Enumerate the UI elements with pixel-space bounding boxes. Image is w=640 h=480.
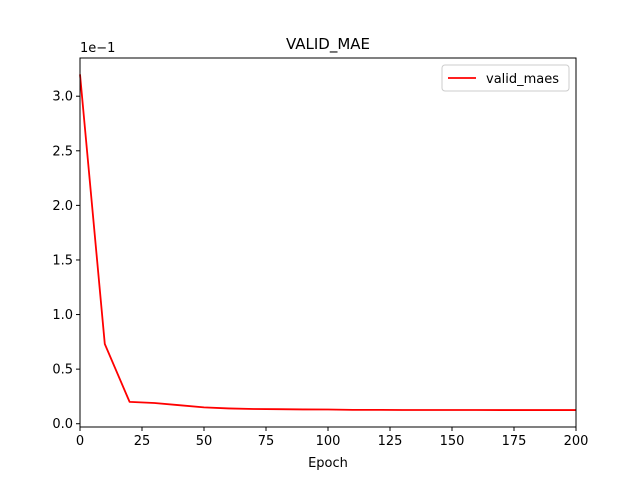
y-tick-label: 0.0 [52, 417, 73, 432]
series-line-valid_maes [79, 74, 576, 411]
x-tick-label: 175 [502, 434, 527, 449]
plot-area [80, 58, 576, 427]
y-tick-label: 1.0 [52, 308, 73, 323]
x-tick-label: 50 [196, 434, 213, 449]
series-layer [79, 74, 576, 411]
y-tick-label: 2.5 [52, 144, 73, 159]
y-offset-label: 1e−1 [80, 41, 115, 56]
x-tick-label: 25 [134, 434, 151, 449]
x-tick-label: 0 [76, 434, 84, 449]
chart-title: VALID_MAE [286, 35, 370, 54]
y-tick-label: 1.5 [52, 253, 73, 268]
x-tick-label: 125 [378, 434, 403, 449]
plot-frame [79, 57, 577, 428]
legend-label: valid_maes [486, 72, 559, 87]
y-axis: 0.0 0.5 1.0 1.5 2.0 2.5 3.0 [52, 90, 80, 432]
x-tick-label: 200 [564, 434, 589, 449]
x-axis-label: Epoch [308, 456, 348, 471]
x-tick-label: 75 [258, 434, 275, 449]
legend-box [441, 64, 570, 92]
y-tick-label: 0.5 [52, 363, 73, 378]
x-tick-label: 100 [316, 434, 341, 449]
x-axis: 0 25 50 75 100 125 150 175 200 [76, 427, 589, 449]
y-tick-label: 3.0 [52, 90, 73, 105]
x-tick-label: 150 [440, 434, 465, 449]
y-tick-label: 2.0 [52, 199, 73, 214]
legend: valid_maes [441, 64, 570, 92]
